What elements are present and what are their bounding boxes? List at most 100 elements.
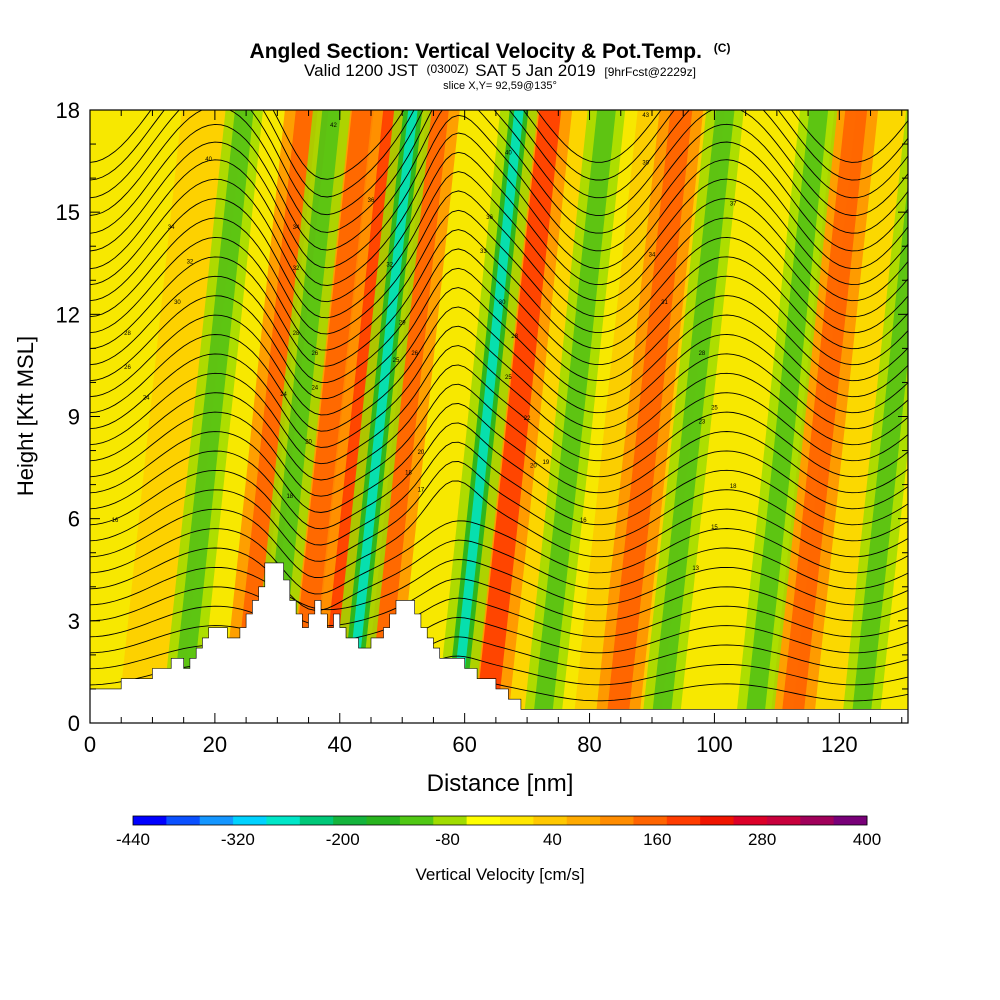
downdraft-core-strong xyxy=(449,110,524,723)
contour-label: 28 xyxy=(293,331,300,337)
chart-title: Angled Section: Vertical Velocity & Pot.… xyxy=(250,40,731,63)
contour-label: 18 xyxy=(286,494,293,500)
y-tick-label: 0 xyxy=(68,711,80,736)
downdraft-core xyxy=(744,110,829,723)
contour-label: 28 xyxy=(699,351,706,357)
contour-label: 28 xyxy=(124,331,131,337)
contour-label: 20 xyxy=(418,450,425,456)
x-tick-label: 80 xyxy=(577,732,601,757)
colorbar-swatch xyxy=(133,816,167,825)
contour-label: 24 xyxy=(311,385,318,391)
contour-label: 26 xyxy=(311,351,318,357)
contour-label: 33 xyxy=(480,249,487,255)
y-tick-label: 18 xyxy=(56,98,80,123)
contour-label: 42 xyxy=(330,123,337,129)
updraft-core-strong xyxy=(606,110,693,723)
contour-label: 18 xyxy=(730,484,737,490)
y-tick-label: 3 xyxy=(68,609,80,634)
contour-label: 20 xyxy=(305,440,312,446)
theta-contour-line xyxy=(90,422,908,530)
x-tick-label: 100 xyxy=(696,732,733,757)
downdraft-core-strong xyxy=(343,110,418,723)
downdraft-core xyxy=(170,110,254,723)
contour-label: 28 xyxy=(511,334,518,340)
theta-contour-line xyxy=(90,578,908,627)
colorbar-swatch xyxy=(333,816,368,825)
theta-contour-line xyxy=(90,151,908,303)
chart-slice-info: slice X,Y= 92,59@135° xyxy=(443,80,557,92)
contour-label: 25 xyxy=(505,375,512,381)
theta-contour-line xyxy=(90,110,908,216)
updraft-core-strong xyxy=(780,110,868,723)
contour-label: 15 xyxy=(711,525,718,531)
updraft-core-strong xyxy=(287,110,374,723)
chart-subtitle: Valid 1200 JST (0300Z) SAT 5 Jan 2019 [9… xyxy=(304,58,696,80)
contour-label: 24 xyxy=(143,395,150,401)
theta-contour-line xyxy=(90,616,908,659)
plot-area: 40 34 32 30 28 26 24 16 34 32 28 24 18 26 24 20 42 36 32 29… xyxy=(90,110,908,723)
theta-contour-line xyxy=(90,110,908,251)
contour-label: 34 xyxy=(168,225,175,231)
colorbar-tick-label: 160 xyxy=(643,830,671,849)
downdraft-core xyxy=(651,110,735,723)
updraft-core-strong xyxy=(362,110,449,723)
theta-contour-line xyxy=(90,209,908,351)
contour-label: 32 xyxy=(386,263,393,269)
contour-label: 34 xyxy=(293,225,300,231)
theta-contour-line xyxy=(90,132,908,286)
contour-label: 26 xyxy=(411,351,418,357)
colorbar-swatch xyxy=(433,816,468,825)
theta-contour-line xyxy=(90,229,908,367)
colorbar: -440 -320 -200 -80 40 160 280 400 xyxy=(116,815,881,849)
chart-title-unit: (C) xyxy=(714,41,731,55)
theta-contour-line xyxy=(90,441,908,546)
theta-contour-line xyxy=(90,190,908,335)
contour-label: 16 xyxy=(580,518,587,524)
colorbar-swatch xyxy=(233,816,267,825)
colorbar-tick-label: 40 xyxy=(543,830,562,849)
contour-label: 32 xyxy=(293,266,300,272)
colorbar-swatch xyxy=(833,816,868,825)
x-tick-label: 20 xyxy=(203,732,227,757)
theta-contour-line xyxy=(90,110,908,233)
theta-contour-line xyxy=(90,461,908,562)
colorbar-swatch xyxy=(766,816,801,825)
contour-label: 16 xyxy=(112,518,119,524)
contour-label: 25 xyxy=(393,358,400,364)
terrain xyxy=(90,562,908,723)
contour-label: 17 xyxy=(418,487,425,493)
colorbar-swatch xyxy=(299,816,334,825)
theta-contour-line xyxy=(90,597,908,643)
colorbar-label: Vertical Velocity [cm/s] xyxy=(415,865,584,884)
colorbar-tick-label: 280 xyxy=(748,830,776,849)
colorbar-swatch xyxy=(800,816,835,825)
colorbar-swatch xyxy=(733,816,768,825)
theta-contour-line xyxy=(90,364,908,481)
theta-contour-line xyxy=(90,171,908,319)
colorbar-frame xyxy=(132,815,868,826)
colorbar-tick-label: 400 xyxy=(853,830,881,849)
x-tick-label: 60 xyxy=(452,732,476,757)
contour-label: 32 xyxy=(187,259,194,265)
colorbar-swatch xyxy=(566,816,601,825)
contour-label: 24 xyxy=(280,392,287,398)
colorbar-tick-label: -320 xyxy=(221,830,255,849)
colorbar-swatch xyxy=(666,816,701,825)
y-tick-label: 6 xyxy=(68,507,80,532)
theta-contour-line xyxy=(90,267,908,400)
y-tick-label: 15 xyxy=(56,200,80,225)
contour-label: 40 xyxy=(505,150,512,156)
theta-contours xyxy=(90,110,908,708)
contour-label: 30 xyxy=(499,300,506,306)
contour-label: 39 xyxy=(642,160,649,166)
contour-label: 43 xyxy=(642,113,649,119)
contour-label: 30 xyxy=(174,300,181,306)
contour-label: 13 xyxy=(692,566,699,572)
y-tick-label: 9 xyxy=(68,405,80,430)
theta-contour-line xyxy=(90,403,908,513)
contour-labels: 40 34 32 30 28 26 24 16 34 32 28 24 18 26 24 20 42 36 32 29… xyxy=(112,113,738,572)
downdraft-core xyxy=(532,110,616,723)
x-tick-label: 120 xyxy=(821,732,858,757)
contour-label: 34 xyxy=(649,252,656,258)
